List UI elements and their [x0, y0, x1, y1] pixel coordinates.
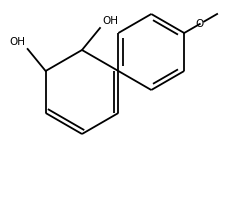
- Text: OH: OH: [10, 37, 26, 47]
- Text: OH: OH: [102, 16, 118, 26]
- Text: O: O: [196, 19, 204, 29]
